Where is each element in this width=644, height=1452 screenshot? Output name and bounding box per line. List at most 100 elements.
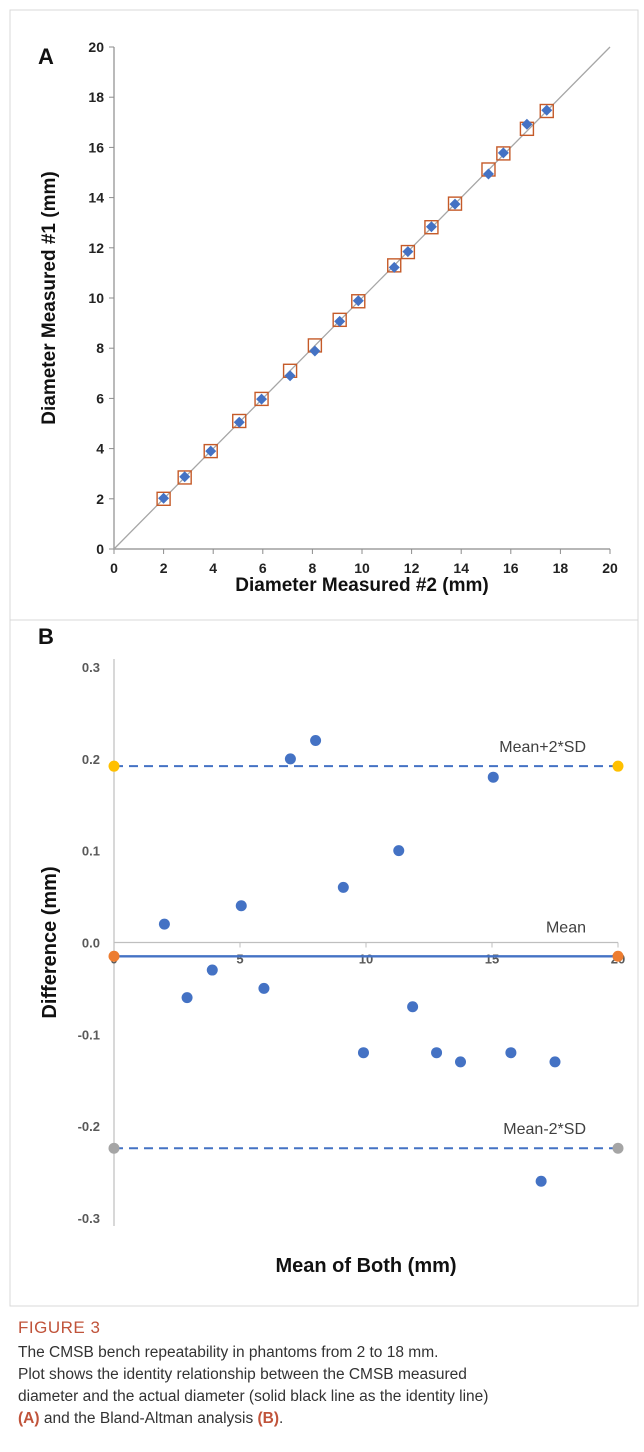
- x-tick-label: 6: [259, 560, 267, 576]
- data-point: [455, 1056, 466, 1068]
- data-point: [407, 1001, 419, 1013]
- caption-ref-a: (A): [18, 1410, 40, 1427]
- y-tick-label: 0.0: [82, 936, 100, 951]
- figure-caption: FIGURE 3 The CMSB bench repeatability in…: [18, 1318, 634, 1430]
- square-marker: [447, 196, 463, 211]
- y-tick-label: 0.1: [82, 844, 100, 859]
- y-tick-label: 4: [96, 441, 104, 457]
- data-point: [357, 1047, 369, 1059]
- square-marker: [254, 391, 269, 407]
- y-tick-label: 14: [88, 190, 104, 206]
- square-marker: [351, 294, 366, 309]
- y-tick-label: 20: [88, 39, 104, 55]
- y-tick-label: 12: [88, 240, 104, 256]
- diamond-marker: [158, 492, 170, 504]
- x-tick-label: 15: [485, 952, 499, 967]
- diamond-marker: [334, 315, 346, 327]
- reference-label: Mean: [546, 920, 586, 937]
- caption-end: .: [279, 1410, 284, 1427]
- diamond-marker: [309, 345, 321, 357]
- diamond-marker: [179, 471, 191, 483]
- y-tick-label: 0: [96, 541, 104, 557]
- x-axis-title: Diameter Measured #2 (mm): [235, 575, 488, 596]
- y-tick-label: 0.2: [82, 752, 100, 767]
- data-point: [487, 771, 499, 783]
- reference-end-marker: [108, 1142, 120, 1154]
- data-point: [235, 900, 247, 912]
- y-tick-label: 10: [88, 290, 104, 306]
- square-marker: [539, 103, 554, 119]
- y-tick-label: 18: [88, 89, 104, 105]
- x-tick-label: 14: [453, 560, 469, 576]
- x-tick-label: 8: [309, 560, 317, 576]
- diamond-marker: [256, 393, 268, 405]
- square-marker: [203, 443, 218, 459]
- reference-end-marker: [612, 1142, 624, 1154]
- diamond-marker: [425, 221, 437, 233]
- diamond-marker: [402, 246, 414, 258]
- y-tick-label: 0.3: [82, 660, 100, 675]
- y-tick-label: -0.3: [78, 1211, 100, 1226]
- x-axis-title: Mean of Both (mm): [275, 1255, 456, 1277]
- y-axis-title: Difference (mm): [39, 866, 61, 1018]
- diamond-marker: [352, 295, 364, 307]
- data-point: [535, 1175, 547, 1187]
- y-tick-label: -0.1: [78, 1027, 100, 1042]
- x-tick-label: 18: [553, 560, 569, 576]
- diamond-marker: [541, 104, 553, 116]
- caption-line-4: (A) and the Bland-Altman analysis (B).: [18, 1408, 634, 1430]
- data-point: [337, 881, 349, 893]
- diamond-marker: [449, 198, 461, 210]
- x-tick-label: 10: [359, 952, 373, 967]
- data-point: [310, 734, 322, 746]
- caption-ref-b: (B): [257, 1410, 280, 1427]
- data-point: [505, 1047, 517, 1059]
- x-tick-label: 5: [236, 952, 243, 967]
- square-marker: [156, 491, 171, 506]
- y-tick-label: 6: [96, 390, 104, 406]
- chart-b: 0.30.20.10.0-0.1-0.2-0.305101520Mean of …: [9, 620, 639, 1307]
- data-point: [206, 964, 218, 976]
- y-tick-label: 8: [96, 340, 104, 356]
- caption-text: The CMSB bench repeatability in phantoms…: [18, 1342, 634, 1430]
- x-tick-label: 4: [209, 560, 217, 576]
- diamond-marker: [388, 261, 400, 273]
- diamond-marker: [497, 147, 509, 159]
- data-point: [181, 992, 193, 1004]
- x-tick-label: 0: [110, 560, 118, 576]
- data-point: [431, 1047, 443, 1059]
- x-tick-label: 2: [160, 560, 168, 576]
- x-tick-label: 20: [602, 560, 618, 576]
- x-tick-label: 16: [503, 560, 519, 576]
- reference-label: Mean-2*SD: [503, 1121, 586, 1138]
- data-point: [549, 1056, 561, 1068]
- data-point: [393, 845, 405, 857]
- caption-line-1: The CMSB bench repeatability in phantoms…: [18, 1344, 439, 1361]
- diamond-marker: [233, 416, 245, 428]
- figure-label: FIGURE 3: [18, 1318, 101, 1337]
- y-tick-label: 16: [88, 139, 104, 155]
- reference-label: Mean+2*SD: [499, 739, 586, 756]
- diamond-marker: [205, 445, 217, 457]
- diamond-marker: [521, 118, 533, 130]
- square-marker: [400, 244, 416, 260]
- diamond-marker: [284, 370, 296, 382]
- caption-line-3: diameter and the actual diameter (solid …: [18, 1388, 489, 1405]
- caption-mid: and the Bland-Altman analysis: [39, 1410, 258, 1427]
- reference-end-marker: [612, 760, 624, 772]
- reference-end-marker: [108, 950, 120, 962]
- panel-b-letter: B: [38, 624, 54, 649]
- square-marker: [177, 470, 192, 485]
- square-marker: [496, 146, 511, 161]
- x-tick-label: 12: [404, 560, 420, 576]
- identity-line: [113, 46, 611, 550]
- caption-line-2: Plot shows the identity relationship bet…: [18, 1366, 467, 1383]
- chart-a: 0 2 4 6 8 10 12 14 16 18 20 0 2 4 6 8 10 12 14 16 18 20 Diamet…: [9, 9, 639, 620]
- data-point: [158, 918, 170, 930]
- diamond-marker: [482, 168, 494, 180]
- y-axis-title: Diameter Measured #1 (mm): [39, 171, 60, 424]
- data-point: [284, 753, 296, 765]
- reference-end-marker: [108, 760, 120, 772]
- data-point: [258, 982, 270, 994]
